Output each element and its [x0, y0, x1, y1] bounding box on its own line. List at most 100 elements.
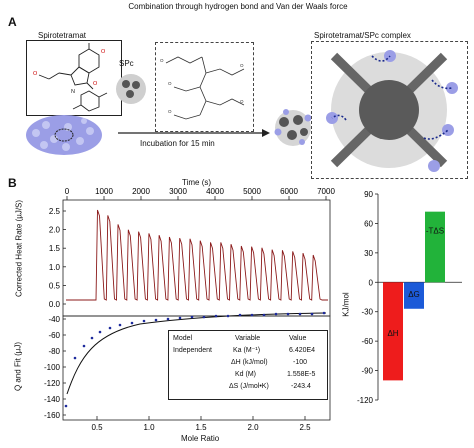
fit-data-point [298, 312, 302, 316]
time-tick-label: 4000 [206, 187, 224, 196]
svg-text:O: O [240, 63, 244, 68]
time-tick-label: 2000 [132, 187, 150, 196]
heat-axis-title: Corrected Heat Rate (µJ/S) [14, 199, 24, 298]
fit-tick-label: -80 [48, 347, 60, 356]
fit-data-point [238, 313, 242, 317]
heat-tick-label: 2.0 [49, 226, 61, 235]
table-row-value: -100 [293, 359, 308, 366]
time-axis-label: Time (s) [182, 178, 212, 187]
table-row-variable: Kd (M) [235, 371, 256, 378]
time-tick-label: 1000 [95, 187, 113, 196]
spc-structure-box: O O O O O [155, 42, 254, 132]
bar-y-tick-label: -120 [357, 396, 374, 405]
svg-text:O: O [93, 81, 98, 87]
mole-tick-label: 1.5 [195, 423, 207, 432]
time-tick-label: 0 [65, 187, 70, 196]
fit-data-point [73, 356, 77, 360]
bar-y-tick-label: 30 [364, 249, 373, 258]
bar-y-tick-label: -30 [361, 308, 373, 317]
fit-data-point [322, 311, 326, 315]
bar-label: ΔG [408, 290, 420, 299]
fit-data-point [190, 315, 194, 319]
bar-y-tick-label: -60 [361, 337, 373, 346]
fit-data-point [250, 313, 254, 317]
bar-label: -TΔS [426, 227, 444, 236]
complex-cluster-icon [274, 109, 312, 146]
fit-data-point [262, 313, 266, 317]
time-tick-label: 3000 [169, 187, 187, 196]
spc-particle-icon [116, 74, 146, 104]
bar-series: ΔH ΔG -TΔS [383, 211, 445, 381]
incubation-label: Incubation for 15 min [140, 139, 215, 148]
heat-tick-label: 1.5 [49, 244, 61, 253]
fit-data-point [98, 330, 102, 334]
bar-label: ΔH [387, 329, 398, 338]
svg-text:O: O [240, 99, 244, 104]
fit-axis-title: Q and Fit (µJ) [13, 341, 23, 392]
table-row-value: -243.4 [291, 383, 311, 390]
time-tick-label: 5000 [243, 187, 261, 196]
bar-y-tick-label: 90 [364, 190, 373, 199]
complex-label: Spirotetramat/SPc complex [314, 31, 411, 40]
fit-data-point [108, 326, 112, 330]
svg-text:O: O [168, 109, 172, 114]
table-row-value: 1.558E-5 [287, 371, 316, 378]
svg-text:O: O [101, 49, 106, 55]
fit-data-point [202, 315, 206, 319]
svg-text:O: O [160, 58, 164, 63]
heat-axis-ticks: 2.5 2.0 1.5 1.0 0.5 0.0 [49, 207, 66, 309]
panel-a-letter: A [8, 15, 17, 29]
complex-detail-box [311, 41, 468, 179]
fit-data-point [118, 323, 122, 327]
fit-data-points [64, 311, 326, 408]
table-row-value: 6.420E4 [289, 347, 316, 354]
fit-tick-label: -40 [48, 315, 60, 324]
bar-y-tick-label: 60 [364, 219, 373, 228]
spirotetramat-particle-cluster [26, 115, 102, 155]
bar-y-tick-label: -90 [361, 367, 373, 376]
time-axis-ticks: 0 1000 2000 3000 4000 5000 6000 7000 [65, 187, 335, 200]
table-row-variable: ΔS (J/mol•K) [229, 383, 269, 390]
heat-tick-label: 1.0 [49, 263, 61, 272]
spirotetramat-molecule: O N O O [33, 43, 108, 112]
spc-molecule: O O O O O [160, 56, 245, 120]
table-header-model: Model [173, 335, 193, 342]
heat-rate-trace [66, 209, 328, 301]
heat-tick-label: 0.0 [49, 300, 61, 309]
fit-data-point [82, 344, 86, 348]
fit-data-point [178, 316, 182, 320]
fit-plot-frame [62, 315, 331, 421]
bar-chart-ylabel: KJ/mol [341, 292, 351, 317]
complex-diagram [326, 50, 458, 172]
spirotetramat-label: Spirotetramat [38, 31, 87, 40]
table-model-value: Independent [173, 347, 212, 354]
bar-1 [404, 282, 424, 309]
table-header-value: Value [289, 335, 307, 342]
fit-data-point [142, 319, 146, 323]
table-row-variable: Ka (M⁻¹) [233, 347, 261, 354]
bar-chart-axis: 90 60 30 0 -30 -60 -90 -120 [357, 190, 462, 405]
panel-b-letter: B [8, 176, 17, 190]
svg-text:O: O [168, 81, 172, 86]
mole-tick-label: 2.0 [247, 423, 259, 432]
itc-plot: 0 1000 2000 3000 4000 5000 6000 7000 2.5 2.0 1.5 1… [44, 187, 335, 432]
fit-data-point [166, 317, 170, 321]
heat-tick-label: 2.5 [49, 207, 61, 216]
fit-data-point [226, 314, 230, 318]
fit-data-point [130, 321, 134, 325]
fit-curve [66, 312, 327, 395]
fit-tick-label: -60 [48, 331, 60, 340]
fit-tick-label: -100 [44, 363, 61, 372]
mole-ratio-ticks: 0.5 1.0 1.5 2.0 2.5 [91, 416, 311, 432]
fit-axis-ticks: -40 -60 -80 -100 -120 -140 -160 [44, 315, 66, 420]
bar-0 [383, 282, 403, 381]
fit-data-point [286, 312, 290, 316]
fit-tick-label: -120 [44, 379, 61, 388]
fit-data-point [274, 312, 278, 316]
mole-tick-label: 0.5 [91, 423, 103, 432]
parameter-table: Model Variable Value Independent Ka (M⁻¹… [168, 330, 328, 400]
incubation-arrow [118, 129, 270, 137]
bar-y-tick-label: 0 [369, 278, 374, 287]
thermo-bar-chart: 90 60 30 0 -30 -60 -90 -120 ΔH ΔG -TΔS [357, 190, 462, 405]
heat-tick-label: 0.5 [49, 281, 61, 290]
